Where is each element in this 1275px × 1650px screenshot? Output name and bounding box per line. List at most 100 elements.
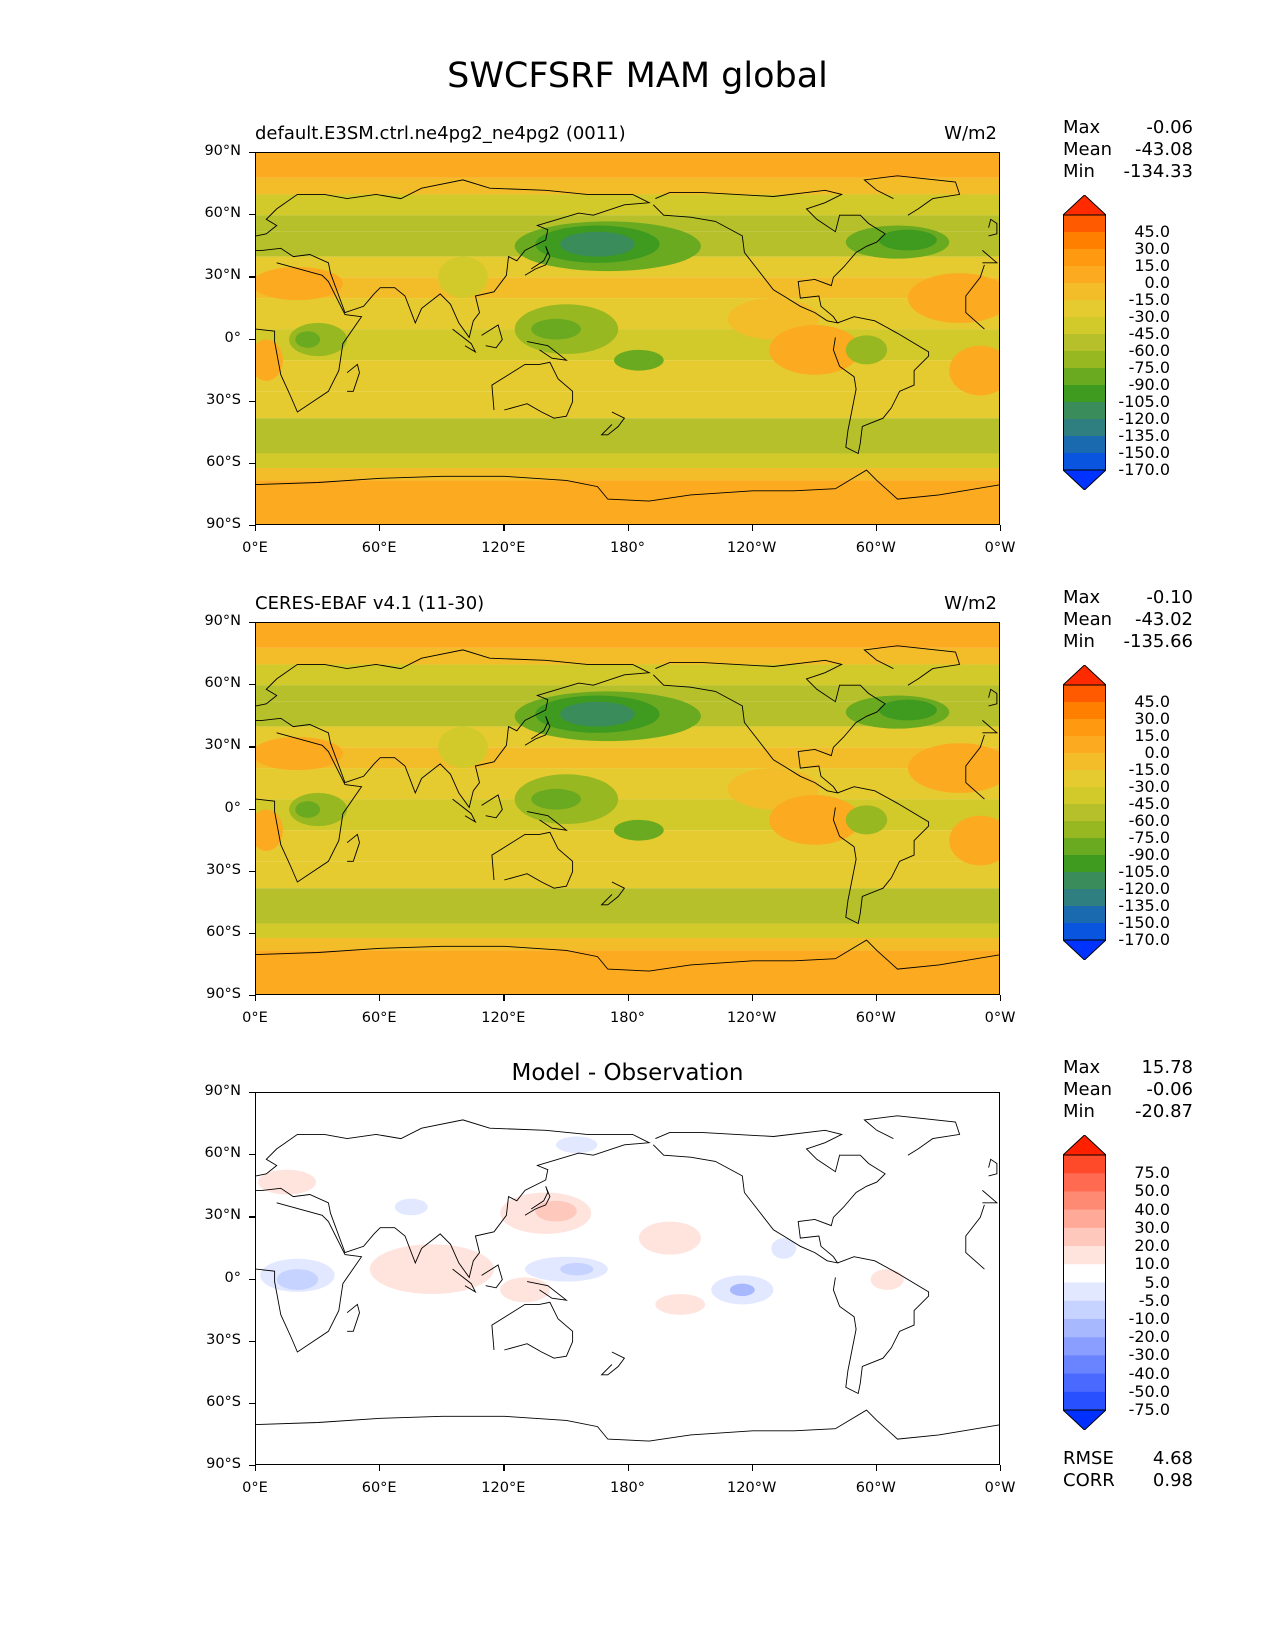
coastline (863, 175, 961, 216)
colorbar-segment (1063, 351, 1106, 369)
colorbar-extend-top (1061, 664, 1108, 686)
rmse-corr-box: RMSE 4.68 CORR 0.98 (1063, 1448, 1193, 1492)
map-svg (256, 623, 999, 994)
x-tick-label: 60°W (855, 540, 896, 556)
contour-region (771, 1238, 797, 1259)
coastline (256, 262, 985, 413)
colorbar-frame (1063, 684, 1106, 941)
coastline (256, 1202, 985, 1353)
colorbar-tick-label: 50.0 (1134, 1181, 1170, 1201)
x-tick-label: 0°W (984, 1480, 1016, 1496)
contour-region (531, 788, 581, 810)
x-tick (1000, 1465, 1002, 1471)
x-tick (503, 1465, 505, 1471)
stat-label: Mean (1063, 1079, 1113, 1100)
colorbar-segment (1063, 838, 1106, 856)
colorbar-tick-label: -30.0 (1128, 1345, 1170, 1365)
colorbar-segment (1063, 855, 1106, 873)
y-tick-label: 0° (224, 1269, 241, 1286)
y-tick-label: 60°S (206, 1393, 241, 1410)
y-tick-label: 30°S (206, 391, 241, 408)
contour-band (256, 277, 999, 299)
y-tick (249, 152, 255, 154)
stat-label: Max (1063, 587, 1101, 608)
colorbar-segment (1063, 436, 1106, 454)
colorbar-segment (1063, 753, 1106, 771)
y-tick (249, 525, 255, 527)
x-tick (627, 995, 629, 1001)
colorbar-tick-label: -135.0 (1118, 426, 1170, 445)
contour-band (256, 177, 999, 195)
coastline (982, 250, 999, 264)
stat-label: Mean (1063, 139, 1113, 160)
coastline (600, 1351, 626, 1376)
x-tick (627, 1465, 629, 1471)
stats-box: Max -0.10 Mean -43.02 Min -135.66 (1063, 587, 1193, 653)
y-tick (249, 746, 255, 748)
colorbar-segment (1063, 872, 1106, 890)
y-tick-label: 90°N (204, 613, 241, 629)
x-tick-label: 60°E (361, 1480, 397, 1496)
colorbar-segment (1063, 385, 1106, 403)
contour-band (256, 480, 999, 524)
y-tick-label: 90°N (204, 1083, 241, 1099)
colorbar-tick-label: -50.0 (1128, 1381, 1170, 1401)
contour-region (531, 318, 581, 340)
map-plot (255, 152, 1000, 525)
colorbar-tick-label: -30.0 (1128, 307, 1170, 326)
contour-band (256, 861, 999, 889)
colorbar-segment (1063, 283, 1106, 301)
contour-region (949, 345, 999, 396)
colorbar-segment (1063, 368, 1106, 386)
colorbar-tick-label: 30.0 (1134, 1217, 1170, 1237)
coastline (652, 1129, 886, 1264)
x-tick (379, 525, 381, 531)
contour-band (256, 768, 999, 800)
coastline (491, 361, 574, 419)
colorbar-tick-label: -30.0 (1128, 777, 1170, 796)
contour-region (535, 1200, 577, 1222)
x-tick-label: 120°E (481, 1480, 526, 1496)
colorbar-segment (1063, 1282, 1106, 1302)
colorbar-tick-label: -105.0 (1118, 862, 1170, 881)
colorbar-tick-label: -20.0 (1128, 1327, 1170, 1347)
y-tick-label: 90°N (204, 143, 241, 159)
y-tick-label: 60°N (204, 1145, 241, 1162)
x-tick-label: 0°E (242, 1010, 268, 1026)
colorbar-tick-label: -60.0 (1128, 341, 1170, 360)
contour-region (276, 1269, 319, 1290)
y-tick (249, 462, 255, 465)
y-tick (249, 1216, 255, 1218)
x-tick (503, 995, 505, 1001)
colorbar-segment (1063, 1155, 1106, 1174)
colorbar-tick-label: -15.0 (1128, 290, 1170, 309)
colorbar-segment (1063, 1191, 1106, 1211)
panel-title: default.E3SM.ctrl.ne4pg2_ne4pg2 (0011) (255, 123, 626, 144)
y-tick (249, 1340, 255, 1342)
x-tick (627, 525, 629, 531)
coastline (832, 316, 930, 455)
stat-label: Min (1063, 631, 1095, 652)
colorbar-tick-label: 45.0 (1134, 692, 1170, 711)
y-tick-label: 90°S (206, 1456, 241, 1472)
colorbar-segment (1063, 317, 1106, 335)
y-tick-label: 30°S (206, 861, 241, 878)
colorbar-segment (1063, 453, 1106, 471)
contour-region (878, 699, 937, 721)
x-tick-label: 60°W (855, 1010, 896, 1026)
stat-mean: -43.08 (1134, 139, 1193, 160)
y-tick (249, 622, 255, 624)
contour-region (878, 229, 937, 251)
x-tick (875, 525, 878, 531)
y-tick-label: 60°N (204, 675, 241, 692)
contour-region (729, 1283, 755, 1297)
y-tick (249, 932, 255, 935)
panel-units: W/m2 (944, 123, 997, 144)
contour-band (256, 391, 999, 419)
colorbar-tick-label: 5.0 (1144, 1272, 1170, 1292)
coastline (256, 469, 999, 502)
panel-model: default.E3SM.ctrl.ne4pg2_ne4pg2 (0011) W… (0, 0, 1275, 556)
colorbar-tick-label: -90.0 (1128, 375, 1170, 394)
colorbar-tick-label: -150.0 (1118, 443, 1170, 462)
stats-box: Max 15.78 Mean -0.06 Min -20.87 (1063, 1057, 1193, 1123)
